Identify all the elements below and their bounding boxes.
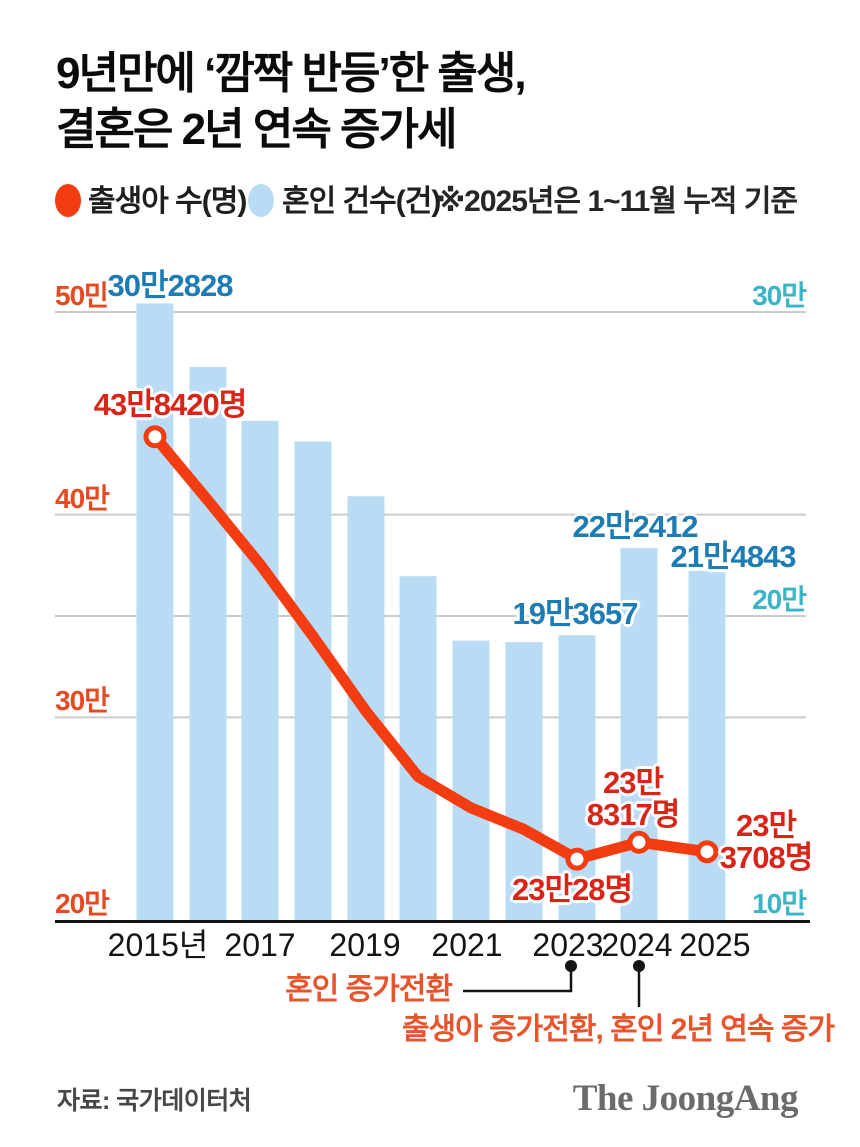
births-line	[149, 431, 713, 865]
bar-2015	[136, 303, 174, 920]
callout-line-0	[463, 966, 573, 993]
callout-dot-1	[633, 960, 645, 972]
title-line-1: 9년만에 ‘깜짝 반등’한 출생,	[56, 49, 527, 98]
bar-2023	[558, 635, 596, 920]
page-title: 9년만에 ‘깜짝 반등’한 출생, 결혼은 2년 연속 증가세	[56, 46, 527, 158]
marriages-legend-label: 혼인 건수(건)	[282, 185, 441, 218]
bar-2016	[189, 367, 227, 920]
births-legend-dot-icon	[55, 184, 81, 217]
births-legend-label: 출생아 수(명)	[88, 185, 247, 218]
marker-2015	[143, 425, 167, 449]
bar-2022	[505, 642, 543, 920]
bar-2021	[452, 640, 490, 920]
marker-2025	[695, 840, 719, 864]
marker-2023	[565, 847, 589, 871]
marker-2024	[627, 830, 651, 854]
bar-2017	[241, 420, 279, 920]
title-line-2: 결혼은 2년 연속 증가세	[56, 105, 457, 154]
publisher-logo: The JoongAng	[572, 1078, 799, 1119]
bar-2025	[688, 570, 726, 920]
bar-2018	[294, 441, 332, 920]
bar-2020	[399, 576, 437, 920]
marriages-legend-dot-icon	[248, 184, 274, 217]
source-credit: 자료: 국가데이터처	[57, 1087, 252, 1115]
callout-dot-0	[565, 960, 577, 972]
bar-2024	[620, 547, 658, 920]
legend-note: ※2025년은 1~11월 누적 기준	[436, 185, 798, 218]
